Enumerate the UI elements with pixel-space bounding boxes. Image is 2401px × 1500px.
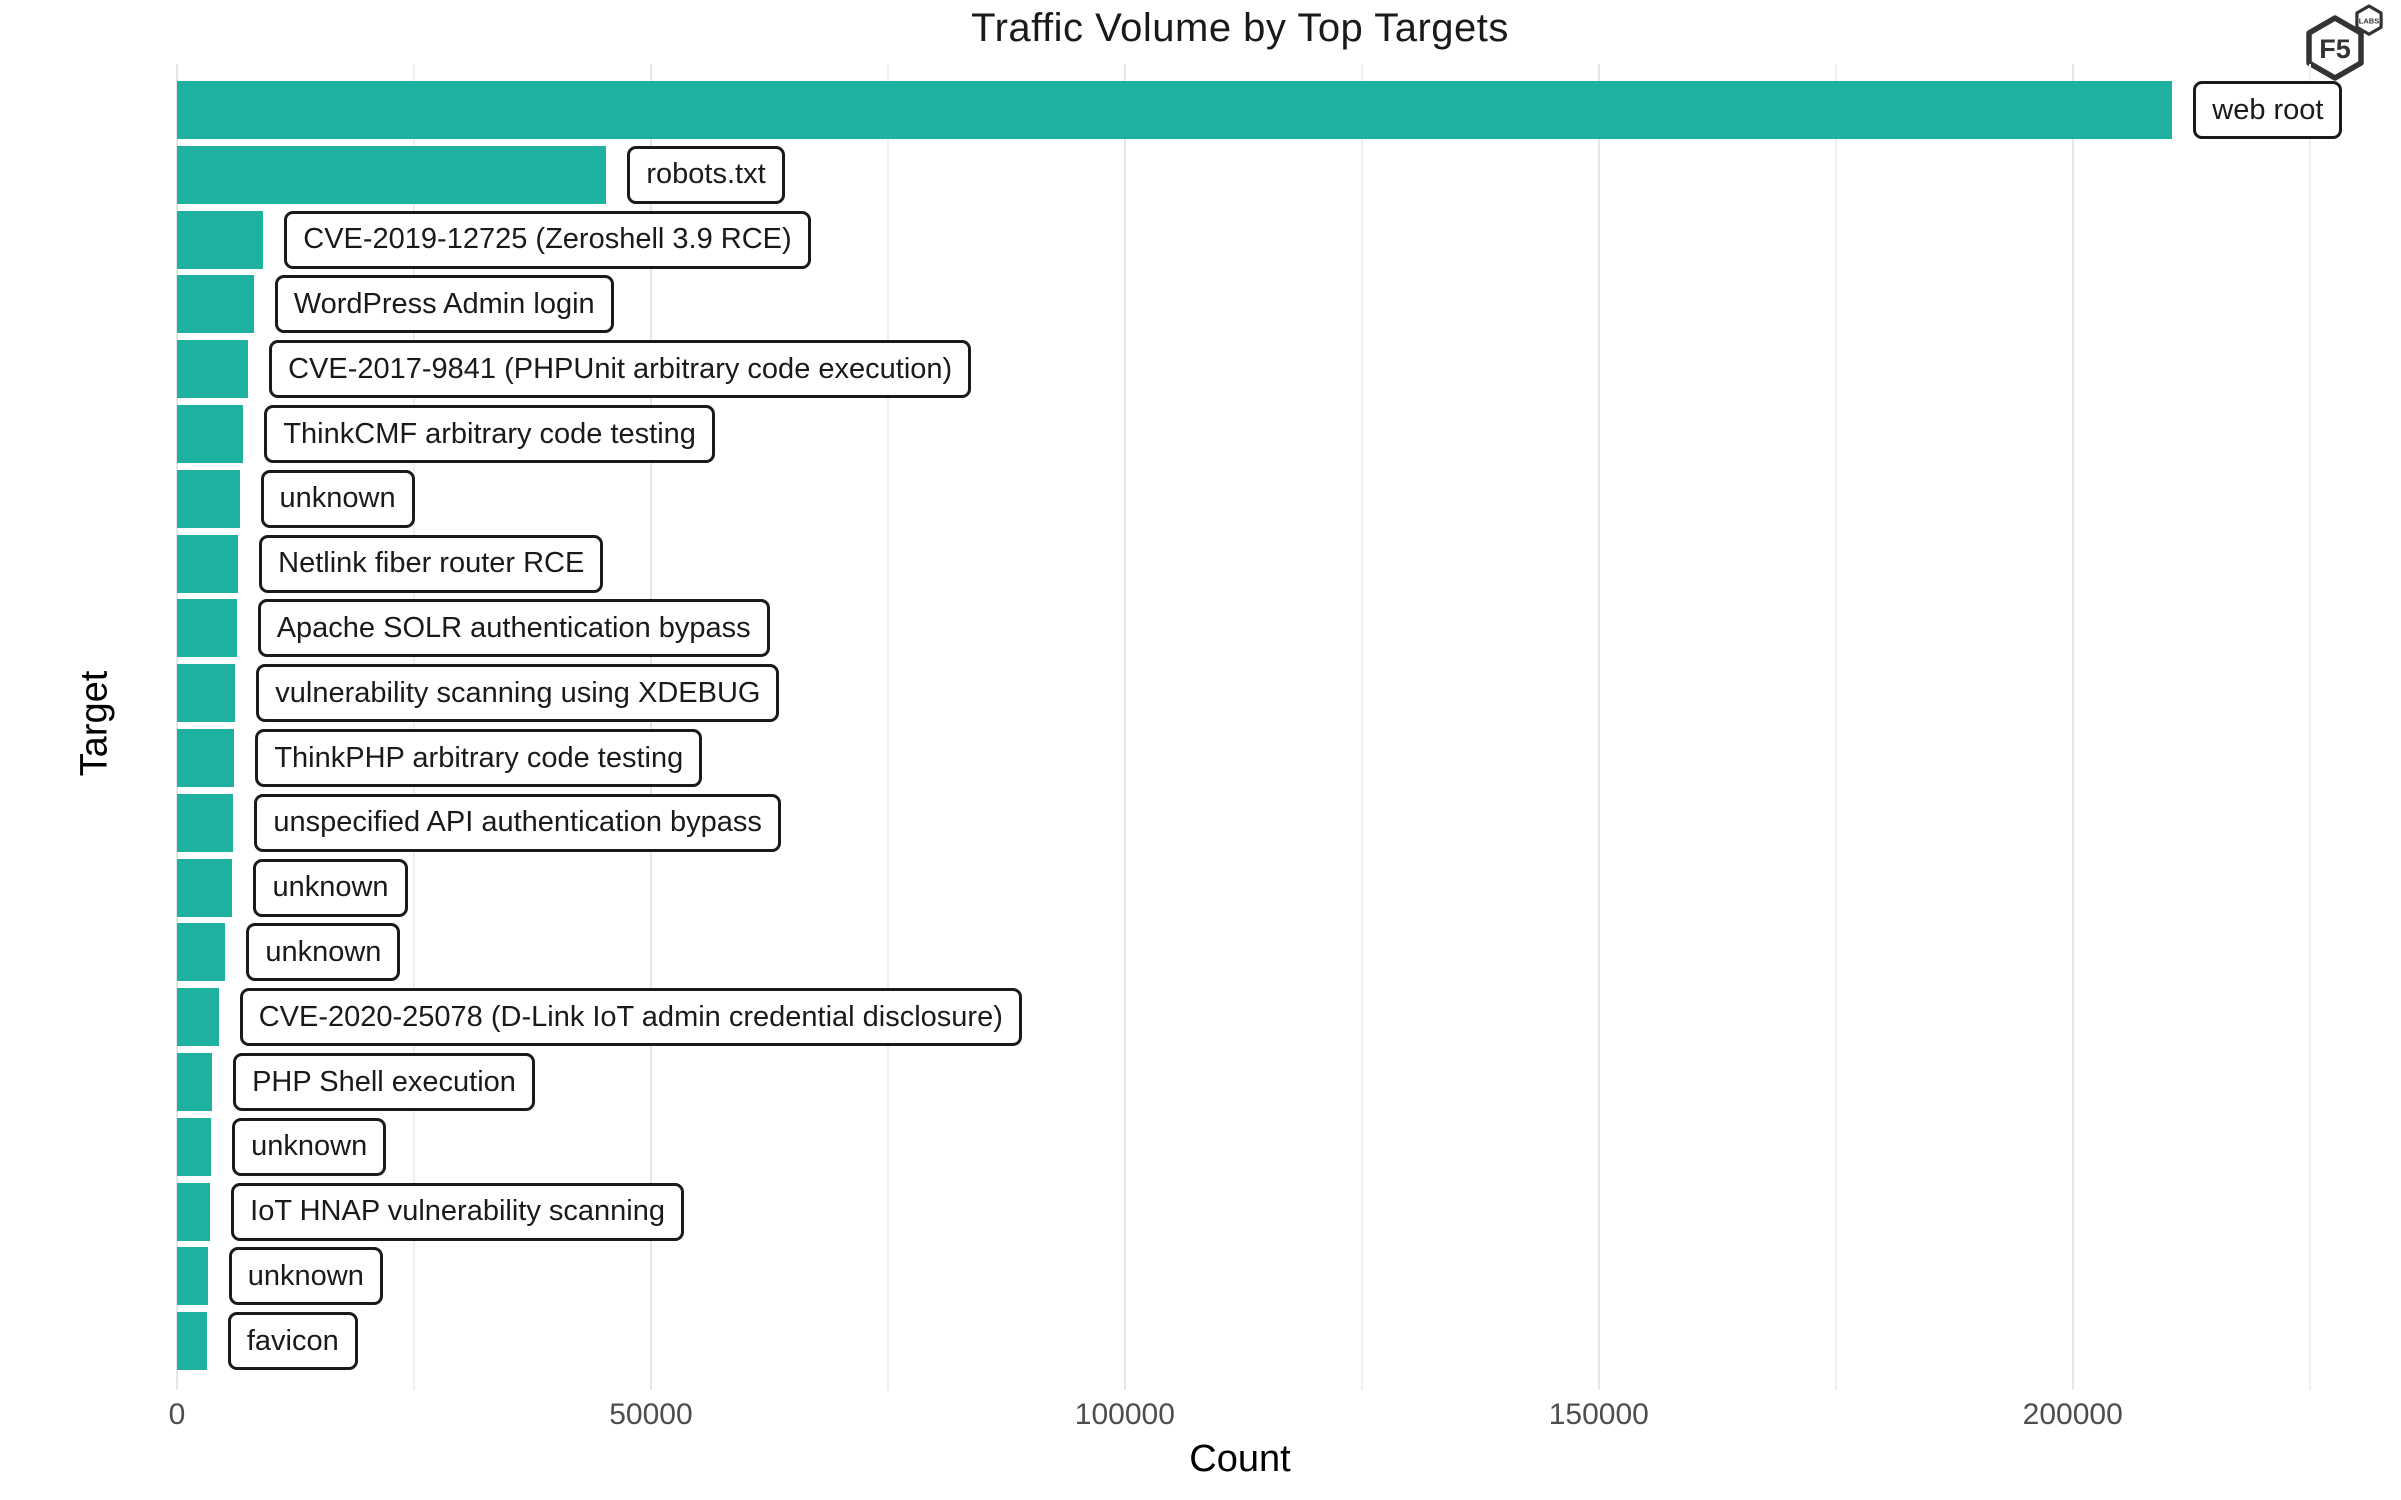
gridline-minor [2308, 64, 2311, 1390]
bar-label-2: CVE-2019-12725 (Zeroshell 3.9 RCE) [284, 210, 811, 269]
bar-label-7: Netlink fiber router RCE [259, 534, 604, 593]
bar-16 [177, 1117, 212, 1176]
bar-1 [177, 145, 607, 204]
gridline-minor [412, 64, 415, 1390]
gridline-major [1123, 64, 1126, 1390]
gridline-major [2071, 64, 2074, 1390]
bar-label-10: ThinkPHP arbitrary code testing [255, 729, 703, 787]
plot-panel: web root robots.txt CVE-2019-12725 (Zerosh… [176, 64, 2395, 1390]
bar-label-12: unknown [253, 858, 408, 917]
bar-label-4: CVE-2017-9841 (PHPUnit arbitrary code ex… [269, 340, 972, 399]
y-axis-title: Target [73, 670, 116, 777]
chart-title: Traffic Volume by Top Targets [971, 6, 1509, 50]
gridline-major [1597, 64, 1600, 1390]
bar-14 [177, 988, 219, 1047]
bar-label-14: CVE-2020-25078 (D-Link IoT admin credent… [239, 988, 1022, 1047]
gridline-major [176, 64, 178, 1390]
gridline-minor [1834, 64, 1837, 1390]
gridline-major [649, 64, 652, 1390]
bar-15 [177, 1053, 213, 1111]
bar-label-1: robots.txt [627, 145, 785, 204]
x-tick-label-200000: 200000 [2022, 1398, 2123, 1431]
bar-label-0: web root [2193, 81, 2343, 139]
gridline-minor [1360, 64, 1363, 1390]
x-tick-label-100000: 100000 [1074, 1398, 1175, 1431]
bar-0 [177, 81, 2173, 139]
f5-labs-logo-icon: F5 LABS [2306, 4, 2383, 81]
bar-2 [177, 210, 264, 269]
bar-4 [177, 340, 249, 399]
bar-8 [177, 599, 237, 658]
gridline-minor [886, 64, 889, 1390]
x-tick-label-0: 0 [168, 1398, 186, 1431]
bar-label-9: vulnerability scanning using XDEBUG [256, 664, 780, 723]
bar-18 [177, 1247, 208, 1306]
bar-label-18: unknown [228, 1247, 383, 1306]
bar-5 [177, 405, 244, 463]
logo-primary-text: F5 [2319, 34, 2351, 64]
bar-17 [177, 1182, 211, 1241]
bar-10 [177, 729, 235, 787]
x-tick-label-50000: 50000 [609, 1398, 693, 1431]
bar-label-16: unknown [232, 1117, 387, 1176]
bar-11 [177, 793, 234, 852]
bar-6 [177, 469, 240, 528]
logo-secondary-text: LABS [2359, 17, 2379, 26]
bar-label-6: unknown [260, 469, 415, 528]
x-axis-title: Count [1189, 1438, 1291, 1480]
bar-7 [177, 534, 239, 593]
bar-label-15: PHP Shell execution [233, 1053, 535, 1111]
bar-3 [177, 275, 254, 334]
bar-label-3: WordPress Admin login [274, 275, 614, 334]
bar-label-11: unspecified API authentication bypass [254, 793, 781, 852]
bar-label-13: unknown [246, 923, 401, 982]
bar-label-8: Apache SOLR authentication bypass [257, 599, 770, 658]
bar-label-17: IoT HNAP vulnerability scanning [231, 1182, 684, 1241]
bar-label-5: ThinkCMF arbitrary code testing [264, 405, 715, 463]
bar-9 [177, 664, 236, 723]
bar-19 [177, 1312, 207, 1371]
bar-12 [177, 858, 233, 917]
x-tick-label-150000: 150000 [1548, 1398, 1649, 1431]
bar-13 [177, 923, 226, 982]
bar-label-19: favicon [227, 1312, 358, 1371]
